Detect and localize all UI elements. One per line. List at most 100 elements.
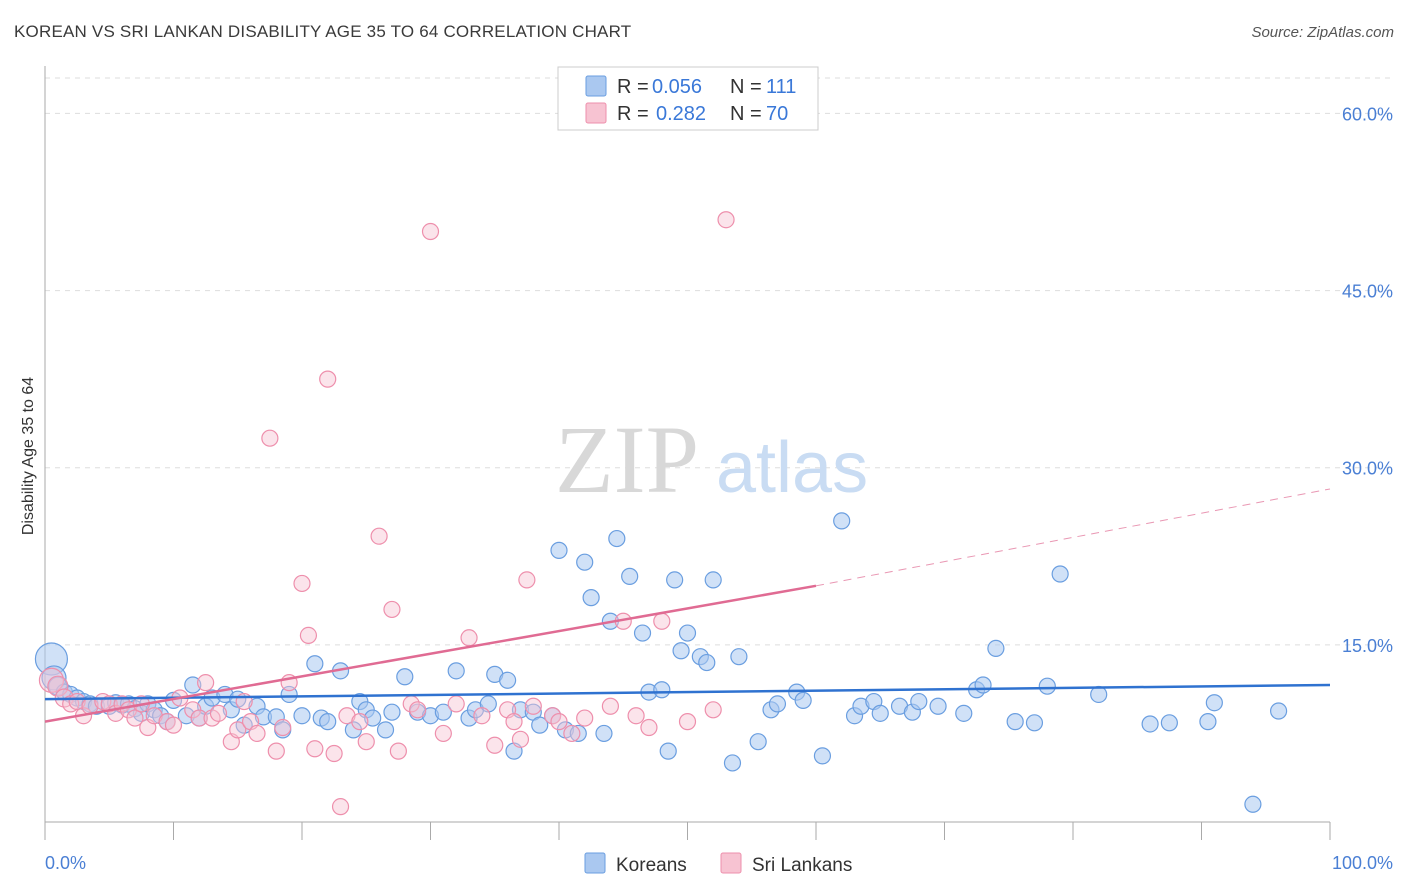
sri-lankan-point xyxy=(434,724,452,743)
x-tick-label-min: 0.0% xyxy=(45,853,86,873)
korean-point xyxy=(1269,702,1288,720)
korean-point xyxy=(730,648,748,666)
sri-lankan-point xyxy=(409,701,427,719)
sri-lankan-point xyxy=(319,370,337,388)
sri-lankans-trend-extension xyxy=(815,488,1331,587)
korean-point xyxy=(1141,715,1159,733)
sri-lankan-point xyxy=(299,626,318,645)
legend-r-label-koreans: R = xyxy=(617,76,649,98)
sri-lankan-point xyxy=(505,713,523,731)
sri-lankan-point xyxy=(274,718,292,737)
sri-lankan-point xyxy=(383,600,401,619)
korean-point xyxy=(1160,714,1178,732)
korean-point xyxy=(319,713,337,731)
grid-lines xyxy=(45,77,1395,646)
legend-r-value-sri-lankans: 0.282 xyxy=(656,103,706,125)
korean-point xyxy=(704,571,722,589)
korean-point xyxy=(184,676,202,694)
y-tick-label: 15.0% xyxy=(1342,636,1393,656)
korean-point xyxy=(550,541,568,559)
watermark-zip: ZIP xyxy=(555,406,699,513)
y-tick-label: 45.0% xyxy=(1342,282,1393,302)
chart-title: KOREAN VS SRI LANKAN DISABILITY AGE 35 T… xyxy=(14,22,632,41)
korean-point xyxy=(833,512,851,530)
korean-point xyxy=(280,685,298,704)
sri-lankan-point xyxy=(100,695,118,713)
korean-point xyxy=(929,697,947,715)
koreans-swatch xyxy=(585,75,607,97)
stats-legend: R = 0.056 N = 111 R = 0.282 N = 70 xyxy=(557,66,819,131)
sri-lankan-point xyxy=(563,724,581,743)
korean-point xyxy=(1025,714,1044,732)
chart-source: Source: ZipAtlas.com xyxy=(1251,24,1394,41)
korean-point xyxy=(1205,694,1223,712)
sri-lankan-point xyxy=(640,718,658,737)
korean-point xyxy=(659,742,677,760)
sri-lankan-point xyxy=(197,674,215,692)
korean-point xyxy=(910,692,928,711)
sri-lankan-point xyxy=(511,730,530,748)
korean-point xyxy=(434,703,452,721)
sri-lankan-point xyxy=(47,675,69,697)
sri-lankan-point xyxy=(486,736,504,754)
korean-point xyxy=(955,704,973,722)
legend-koreans-label: Koreans xyxy=(616,855,687,876)
sri-lankan-point xyxy=(627,707,645,725)
korean-point xyxy=(447,662,465,680)
sri-lankan-point xyxy=(601,697,620,715)
legend-koreans-swatch xyxy=(584,852,606,874)
korean-point xyxy=(723,754,742,772)
korean-point xyxy=(698,653,716,672)
korean-point xyxy=(383,703,401,721)
legend-n-label-koreans: N = xyxy=(730,76,762,98)
korean-point xyxy=(813,747,832,765)
legend-sri-lankans-swatch xyxy=(720,852,742,874)
sri-lankan-point xyxy=(389,742,407,760)
legend-sri-lankans-label: Sri Lankans xyxy=(752,855,852,876)
axes xyxy=(44,66,1331,840)
legend-r-label-sri-lankans: R = xyxy=(617,103,649,125)
sri-lankan-point xyxy=(473,707,491,725)
korean-point xyxy=(678,624,697,642)
sri-lankans-swatch xyxy=(585,102,607,124)
sri-lankan-point xyxy=(331,798,350,816)
legend-r-value-koreans: 0.056 xyxy=(652,76,702,98)
watermark: ZIP atlas xyxy=(555,406,868,513)
sri-lankans-trend-line xyxy=(44,584,817,723)
sri-lankan-point xyxy=(248,724,266,743)
korean-point xyxy=(364,709,382,727)
korean-point xyxy=(666,571,684,589)
sri-lankan-point xyxy=(164,716,183,734)
korean-point xyxy=(499,671,517,689)
sri-lankan-point xyxy=(550,713,568,731)
korean-point xyxy=(974,676,992,694)
korean-point xyxy=(396,668,414,686)
korean-point xyxy=(306,655,324,673)
sri-lankan-point xyxy=(38,667,65,693)
sri-lankan-point xyxy=(543,707,562,725)
sri-lankan-point xyxy=(209,704,228,722)
korean-point xyxy=(608,529,626,548)
sri-lankan-point xyxy=(351,713,369,731)
korean-point xyxy=(595,724,613,743)
sri-lankan-point xyxy=(306,740,324,758)
korean-point xyxy=(871,704,889,722)
y-tick-label: 30.0% xyxy=(1342,459,1393,479)
korean-point xyxy=(653,681,671,699)
y-tick-label: 60.0% xyxy=(1342,104,1393,124)
x-tick-labels: 0.0% 100.0% xyxy=(45,853,1393,873)
korean-point xyxy=(633,624,652,642)
sri-lankan-point xyxy=(704,701,722,719)
koreans-trend-line xyxy=(44,683,1331,701)
korean-point xyxy=(293,707,311,725)
x-tick-label-max: 100.0% xyxy=(1332,853,1393,873)
korean-point xyxy=(621,567,639,585)
korean-point xyxy=(794,691,812,709)
y-tick-labels: 15.0% 30.0% 45.0% 60.0% xyxy=(1342,104,1393,655)
trend-lines xyxy=(44,488,1331,723)
korean-point xyxy=(531,716,549,734)
korean-point xyxy=(376,721,395,739)
sri-lankan-point xyxy=(447,695,465,713)
korean-point xyxy=(582,589,600,607)
